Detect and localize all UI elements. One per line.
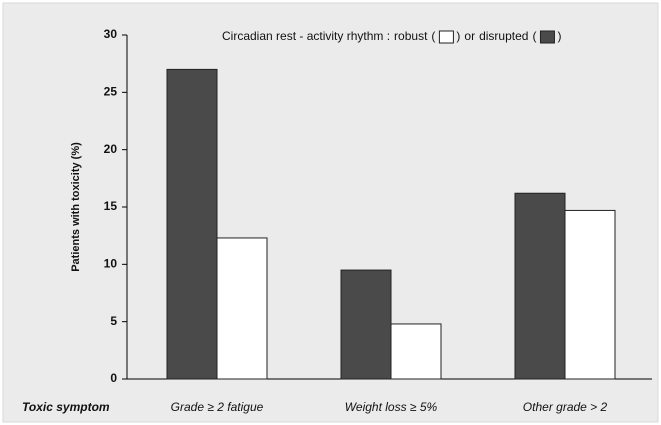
y-tick-label: 30 — [104, 27, 118, 41]
legend-swatch — [539, 30, 555, 44]
legend-joiner: or — [464, 29, 475, 43]
x-axis-label: Toxic symptom — [22, 400, 110, 414]
legend-label: robust — [394, 29, 428, 43]
x-tick-label: Grade ≥ 2 fatigue — [171, 400, 264, 414]
y-tick-label: 0 — [110, 371, 117, 385]
y-tick-label: 5 — [110, 314, 117, 328]
x-tick-label: Other grade > 2 — [523, 400, 608, 414]
legend-paren: ( — [532, 29, 536, 43]
legend-paren: ) — [557, 29, 561, 43]
bar — [216, 237, 268, 380]
y-tick-label: 20 — [104, 142, 118, 156]
bar — [340, 269, 392, 380]
y-axis-label: Patients with toxicity (%) — [70, 142, 82, 272]
y-tick-label: 15 — [104, 199, 118, 213]
x-tick-label: Weight loss ≥ 5% — [345, 400, 438, 414]
bar — [166, 68, 218, 380]
legend-swatch — [438, 30, 454, 44]
y-tick-label: 25 — [104, 85, 118, 99]
y-tick-label: 10 — [104, 257, 118, 271]
legend-paren: ( — [431, 29, 435, 43]
bar — [514, 192, 566, 380]
legend-label: disrupted — [479, 29, 528, 43]
legend-paren: ) — [456, 29, 460, 43]
bar — [390, 323, 442, 380]
bar — [564, 209, 616, 380]
legend-title: Circadian rest - activity rhythm : — [222, 29, 390, 43]
